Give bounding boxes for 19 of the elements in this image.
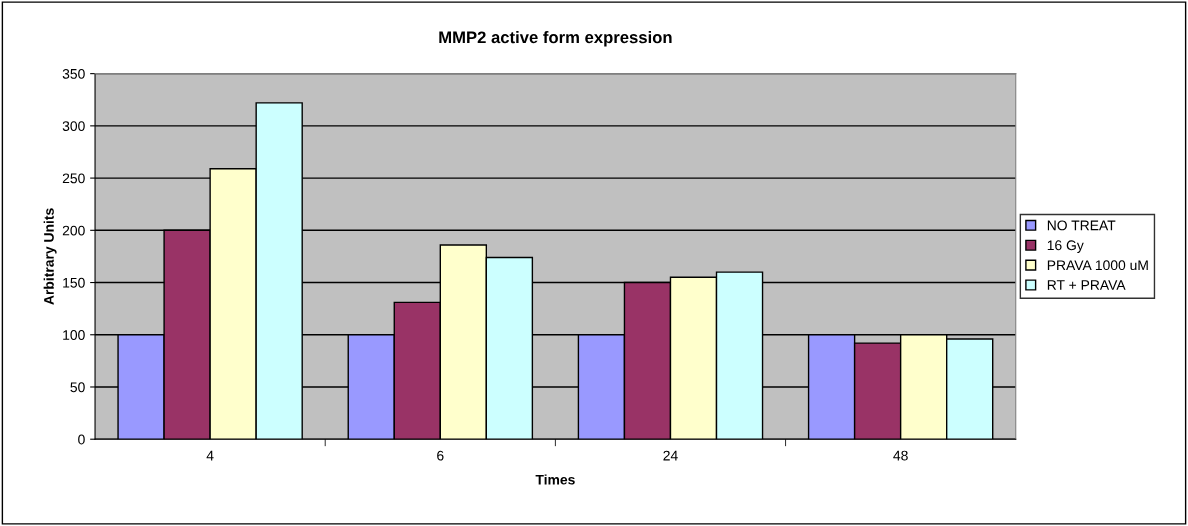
- x-axis-title: Times: [535, 474, 575, 485]
- legend-label: NO TREAT: [1047, 220, 1116, 231]
- legend-label: PRAVA 1000 uM: [1047, 260, 1148, 271]
- y-tick-label: 0: [78, 434, 85, 445]
- x-tick-label: 24: [663, 450, 678, 461]
- x-tick-label: 48: [893, 450, 908, 461]
- chart-title: MMP2 active form expression: [439, 31, 672, 47]
- y-tick-label: 150: [63, 277, 85, 288]
- y-tick-label: 350: [62, 68, 85, 79]
- y-tick-label: 100: [63, 330, 85, 340]
- y-tick-label: 300: [62, 121, 85, 132]
- x-tick-label: 4: [206, 450, 214, 461]
- y-tick-label: 200: [62, 225, 85, 236]
- legend-label: RT + PRAVA: [1047, 280, 1126, 290]
- y-axis-title: Arbitrary Units: [43, 208, 57, 305]
- y-tick-label: 250: [62, 173, 85, 184]
- x-tick-label: 6: [437, 450, 444, 461]
- y-tick-label: 50: [70, 382, 85, 393]
- legend-label: 16 Gy: [1047, 240, 1084, 253]
